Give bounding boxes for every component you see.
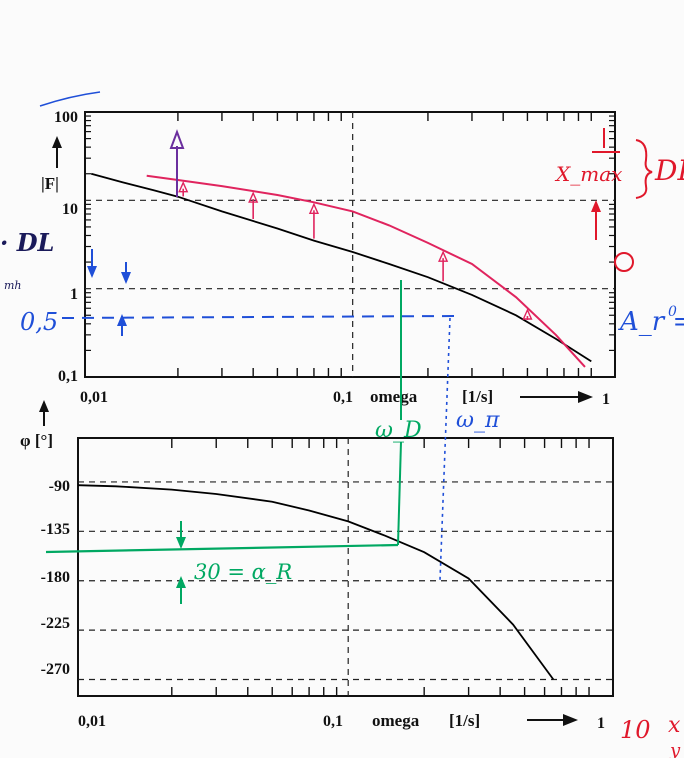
- stray-blue-stroke: [39, 91, 101, 107]
- phase-ytick-135: -135: [41, 521, 70, 538]
- phase-xtick-001: 0,01: [78, 713, 106, 730]
- dl-label-right: DL: [654, 154, 684, 187]
- alpha-r-arrowhead-up: [176, 576, 186, 588]
- phase-ytick-180: -180: [41, 569, 70, 586]
- omega-pi-dotted-line: [439, 317, 451, 581]
- ar-value: 0: [668, 304, 677, 320]
- magnitude-plot: 100 10 1 0,1 0,01 0,1 1 omega [1/s] |F|: [41, 109, 616, 408]
- xmax-label: X_max: [554, 162, 622, 186]
- blue-arrowhead-left-3: [117, 314, 127, 326]
- magnitude-grid: [85, 112, 615, 377]
- phase-ytick-225: -225: [41, 615, 70, 632]
- half-label: 0,5: [20, 308, 58, 336]
- mag-ytick-01: 0,1: [58, 368, 78, 385]
- dl-brace: [635, 139, 653, 199]
- phase-xunit: [1/s]: [449, 711, 480, 730]
- mag-diff-arrowhead: [178, 180, 189, 193]
- ten-label: 10: [620, 716, 651, 744]
- mag-diff-arrowhead: [308, 202, 320, 215]
- phase-curves: [77, 484, 555, 681]
- alpha-r-arrowhead-down: [176, 537, 186, 549]
- tiny-left-note: mh: [4, 279, 22, 292]
- phase-xtick-1: 1: [597, 715, 605, 732]
- mag-xunit: [1/s]: [462, 387, 493, 406]
- omega-d-label: ω_D: [375, 418, 422, 443]
- dl-label-left: · DL: [0, 228, 54, 257]
- violet-arrowhead: [169, 129, 185, 149]
- mag-xtick-1: 1: [602, 391, 610, 408]
- alpha-r-label: 30 = α_R: [194, 560, 292, 584]
- mag-x-arrowhead: [578, 391, 593, 403]
- mag-xtick-001: 0,01: [80, 389, 108, 406]
- blue-arrowhead-left-1: [87, 266, 97, 278]
- margin-mark-2: y: [669, 740, 681, 758]
- mag-ytick-1: 1: [70, 286, 78, 303]
- omega-pi-label: ω_π: [456, 408, 500, 433]
- blue-arrowhead-left-2: [121, 272, 131, 284]
- mag-series-handwritten: [146, 174, 586, 368]
- omega-d-vertical-lower: [397, 441, 402, 546]
- mag-diff-arrowhead: [438, 250, 449, 262]
- phase-xlabel: omega: [372, 711, 420, 730]
- mag-xlabel: omega: [370, 387, 418, 406]
- mag-diff-arrowhead: [522, 308, 533, 320]
- mag-y-arrowhead: [52, 136, 62, 148]
- red-circle-label: o: [620, 267, 621, 269]
- xmax-bottom-arrowhead: [591, 200, 601, 212]
- margin-mark-1: x: [668, 713, 681, 738]
- phase-series-printed: [77, 484, 555, 681]
- phase-ytick-270: -270: [41, 661, 70, 678]
- mag-ytick-10: 10: [62, 201, 78, 218]
- mag-diff-arrowhead: [248, 191, 259, 203]
- magnitude-frame: [84, 111, 616, 378]
- mag-ytick-100: 100: [54, 109, 78, 126]
- phase-x-arrowhead: [563, 714, 578, 726]
- mag-series-printed: [90, 172, 592, 363]
- phase-y-arrowhead: [39, 400, 49, 412]
- phase-grid: [78, 438, 613, 696]
- mag-xtick-01: 0,1: [333, 389, 353, 406]
- phase-xtick-01: 0,1: [323, 713, 343, 730]
- phase-ylabel: φ [°]: [20, 431, 53, 450]
- half-dashed-line: [61, 315, 456, 319]
- phase-ytick-90: -90: [49, 478, 70, 495]
- phase-plot: -90 -135 -180 -225 -270 0,01 0,1 1 omega…: [20, 400, 614, 732]
- magnitude-curves: [90, 172, 592, 368]
- handwritten-annotations: DL X_max o · DL mh 0,5 ω_π A_r = 0 ω_D: [0, 91, 684, 761]
- alpha-r-horizontal: [45, 543, 399, 554]
- red-circle: [614, 252, 634, 272]
- ar-label: A_r =: [618, 307, 684, 337]
- phase-frame: [77, 437, 614, 697]
- mag-ylabel: |F|: [41, 174, 59, 193]
